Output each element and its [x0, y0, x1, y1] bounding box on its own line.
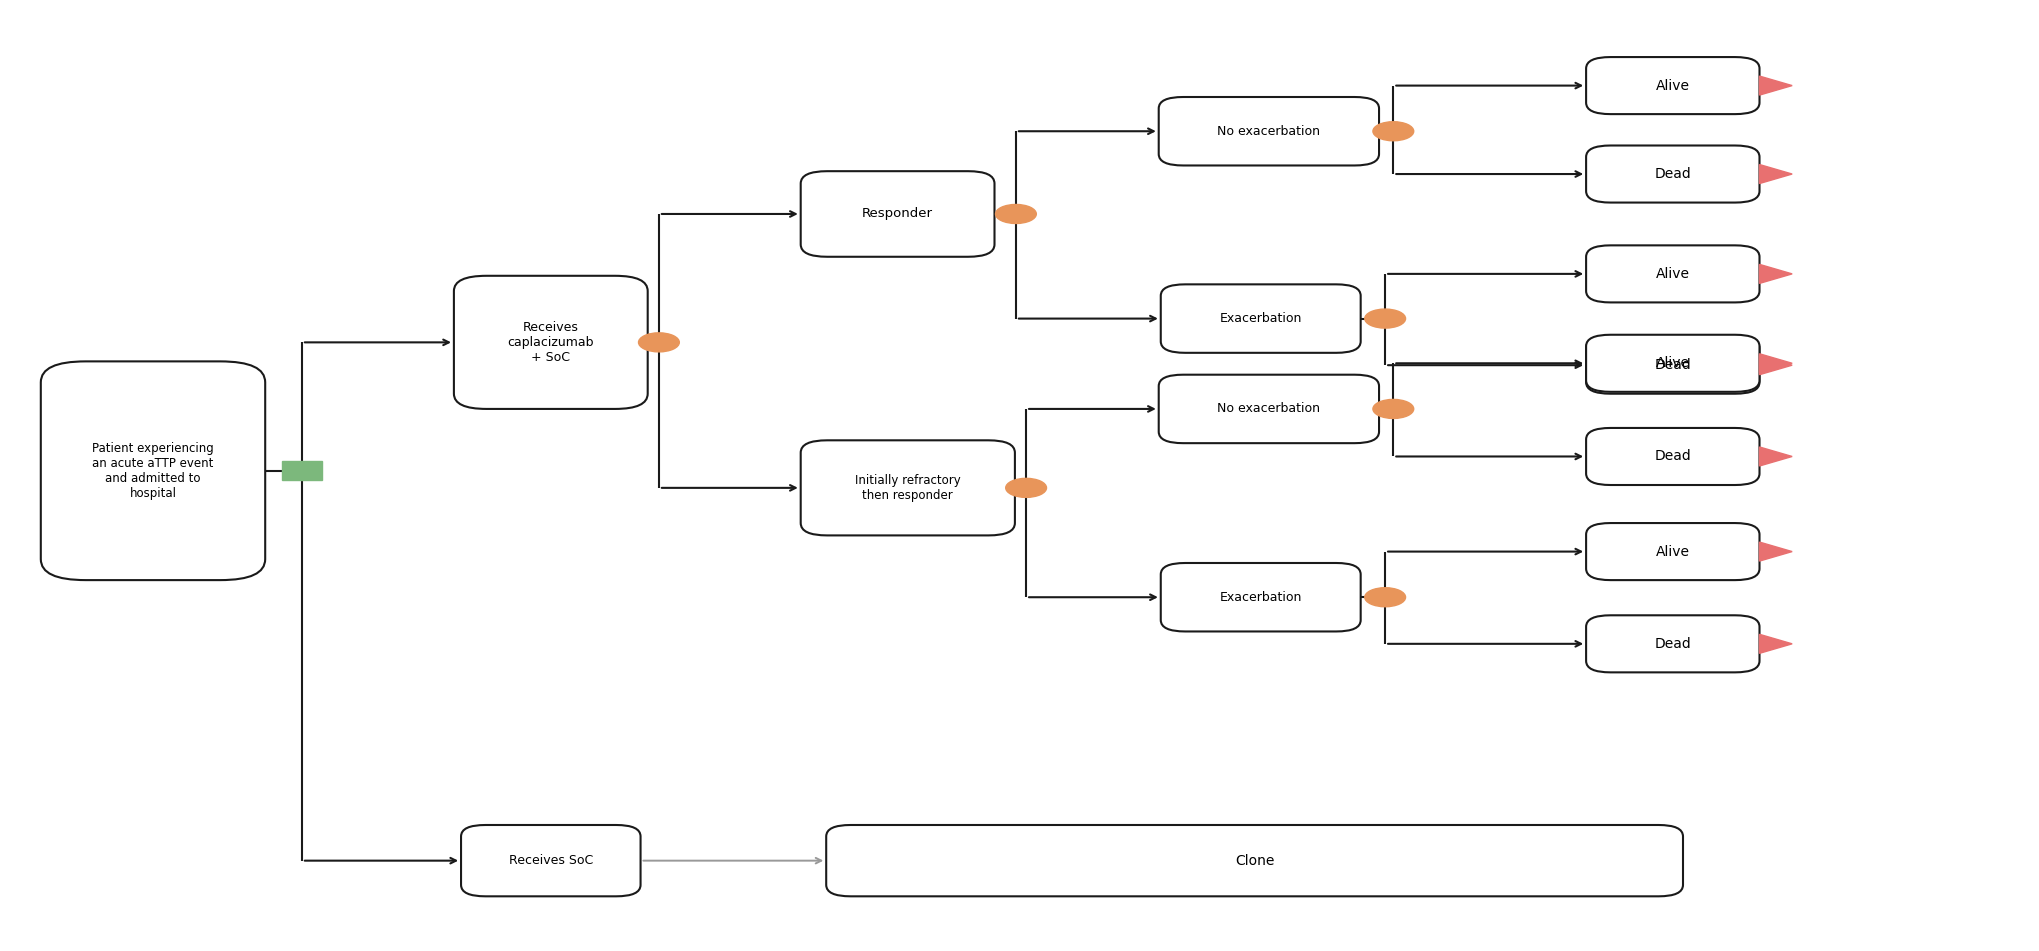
Text: Alive: Alive	[1656, 267, 1688, 281]
Text: Exacerbation: Exacerbation	[1219, 591, 1301, 604]
FancyBboxPatch shape	[1586, 615, 1758, 672]
Circle shape	[1372, 399, 1413, 418]
FancyBboxPatch shape	[455, 276, 648, 409]
FancyBboxPatch shape	[1158, 97, 1378, 165]
Text: Exacerbation: Exacerbation	[1219, 312, 1301, 325]
Text: Patient experiencing
an acute aTTP event
and admitted to
hospital: Patient experiencing an acute aTTP event…	[92, 442, 214, 499]
Text: Dead: Dead	[1654, 450, 1690, 463]
FancyBboxPatch shape	[1586, 57, 1758, 114]
Polygon shape	[1758, 447, 1792, 466]
FancyBboxPatch shape	[1586, 523, 1758, 580]
FancyBboxPatch shape	[41, 361, 265, 580]
Polygon shape	[1758, 634, 1792, 653]
Text: Clone: Clone	[1234, 854, 1274, 867]
Polygon shape	[1758, 354, 1792, 373]
Text: Responder: Responder	[862, 207, 932, 221]
FancyBboxPatch shape	[1586, 146, 1758, 203]
FancyBboxPatch shape	[801, 440, 1015, 535]
FancyBboxPatch shape	[1586, 337, 1758, 394]
FancyBboxPatch shape	[1158, 375, 1378, 443]
Text: Dead: Dead	[1654, 637, 1690, 650]
Circle shape	[638, 333, 679, 352]
Text: Alive: Alive	[1656, 79, 1688, 92]
FancyBboxPatch shape	[1160, 284, 1360, 353]
Circle shape	[1364, 588, 1405, 607]
Text: Dead: Dead	[1654, 167, 1690, 181]
Polygon shape	[1758, 542, 1792, 561]
Text: No exacerbation: No exacerbation	[1217, 402, 1319, 416]
Polygon shape	[1758, 356, 1792, 375]
Text: Initially refractory
then responder: Initially refractory then responder	[854, 474, 960, 502]
FancyBboxPatch shape	[461, 825, 640, 896]
FancyBboxPatch shape	[1586, 245, 1758, 302]
Circle shape	[1005, 478, 1046, 497]
Circle shape	[995, 204, 1036, 223]
Polygon shape	[1758, 165, 1792, 184]
Text: Dead: Dead	[1654, 359, 1690, 372]
FancyBboxPatch shape	[826, 825, 1682, 896]
Circle shape	[1372, 122, 1413, 141]
Text: Alive: Alive	[1656, 357, 1688, 370]
Polygon shape	[1758, 76, 1792, 95]
FancyBboxPatch shape	[1586, 428, 1758, 485]
Text: Receives
caplacizumab
+ SoC: Receives caplacizumab + SoC	[508, 320, 593, 364]
Text: Alive: Alive	[1656, 545, 1688, 558]
FancyBboxPatch shape	[801, 171, 995, 257]
FancyBboxPatch shape	[1160, 563, 1360, 631]
Circle shape	[1364, 309, 1405, 328]
Text: Receives SoC: Receives SoC	[508, 854, 593, 867]
Polygon shape	[1758, 264, 1792, 283]
FancyBboxPatch shape	[1586, 335, 1758, 392]
Bar	[281, 461, 322, 480]
Text: No exacerbation: No exacerbation	[1217, 125, 1319, 138]
